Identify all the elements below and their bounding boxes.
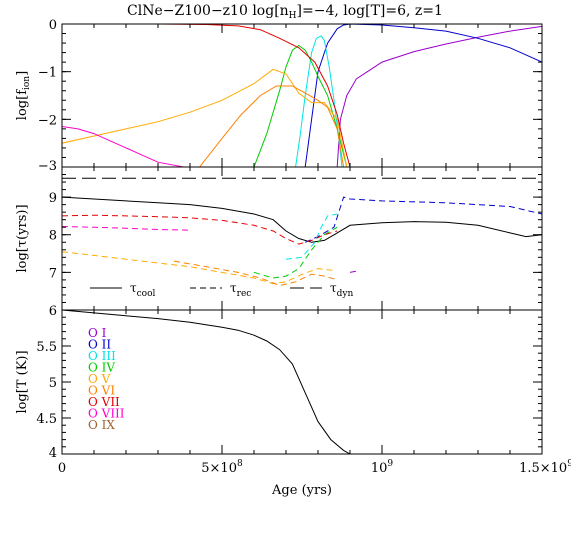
series-group [62,177,542,287]
ion-label-IX: O IX [88,418,115,432]
series-line-IV [253,226,338,279]
y-tick-label: 5.5 [36,340,57,355]
y-tick-label: 6 [49,304,57,319]
x-tick-label: 5×108 [201,459,243,476]
y-axis-label: log[T (K)] [15,350,30,413]
timescale-panel: 7 8 9 log[τ(yrs)] τcool τrec τdyn [15,166,543,311]
legend-label-cool: τcool [130,281,156,299]
x-tick-labels: 0 5×108 109 1.5×109 [58,459,571,476]
legend-label-dyn: τdyn [330,281,353,299]
series-line-T [62,310,351,454]
series-group [62,24,542,167]
series-line-V [62,68,348,167]
x-tick-label: 0 [58,461,66,476]
y-tick-label: 5 [49,376,57,391]
ion-label-I: O I [88,326,107,340]
series-line-V [62,251,335,285]
series-line-VI [173,260,338,287]
series-line-VII [62,24,351,167]
series-line-VIII [62,226,191,231]
ion-label-IV: O IV [88,361,115,375]
y-tick-label: 8 [49,229,57,244]
y-tick-label: 4.5 [36,412,57,427]
x-axis-label: Age (yrs) [271,483,332,498]
ion-label-VI: O VI [88,384,115,398]
series-line-III [295,35,343,167]
series-line-cool [62,196,542,243]
series-line-IV [253,44,348,167]
y-tick-label: −1 [38,66,57,81]
x-tick-label: 109 [371,459,394,476]
series-line-VI [199,85,345,167]
ion-label-VII: O VII [88,395,120,409]
y-axis-label: log[fion] [15,71,32,120]
y-tick-label: 0 [49,18,57,33]
y-tick-label: 9 [49,191,57,206]
y-tick-label: −2 [38,113,57,128]
series-line-I [336,25,542,167]
x-tick-label: 1.5×109 [519,459,571,476]
series-line-II [304,196,542,243]
y-axis-label: log[τ(yrs)] [15,204,30,272]
ion-label-III: O III [88,349,116,363]
series-line-VII [62,214,338,245]
y-tick-label: 4 [49,446,57,461]
series-line-II [304,24,542,167]
ion-label-II: O II [88,338,111,352]
panel-frame [61,309,543,455]
series-group [62,310,351,454]
chart-title: ClNe−Z100−z10 log[nH]=−4, log[T]=6, z=1 [127,3,443,21]
y-tick-label: 7 [49,266,57,281]
ion-label-VIII: O VIII [88,407,125,421]
series-line-III [285,213,338,260]
ion-label-V: O V [88,372,111,386]
y-tick-label: −3 [38,159,57,174]
legend-label-rec: τrec [230,281,251,299]
ion-fraction-panel: 0 −1 −2 −3 log[fion] [15,18,543,174]
series-line-I [349,270,360,273]
series-line-VIII [62,126,184,167]
